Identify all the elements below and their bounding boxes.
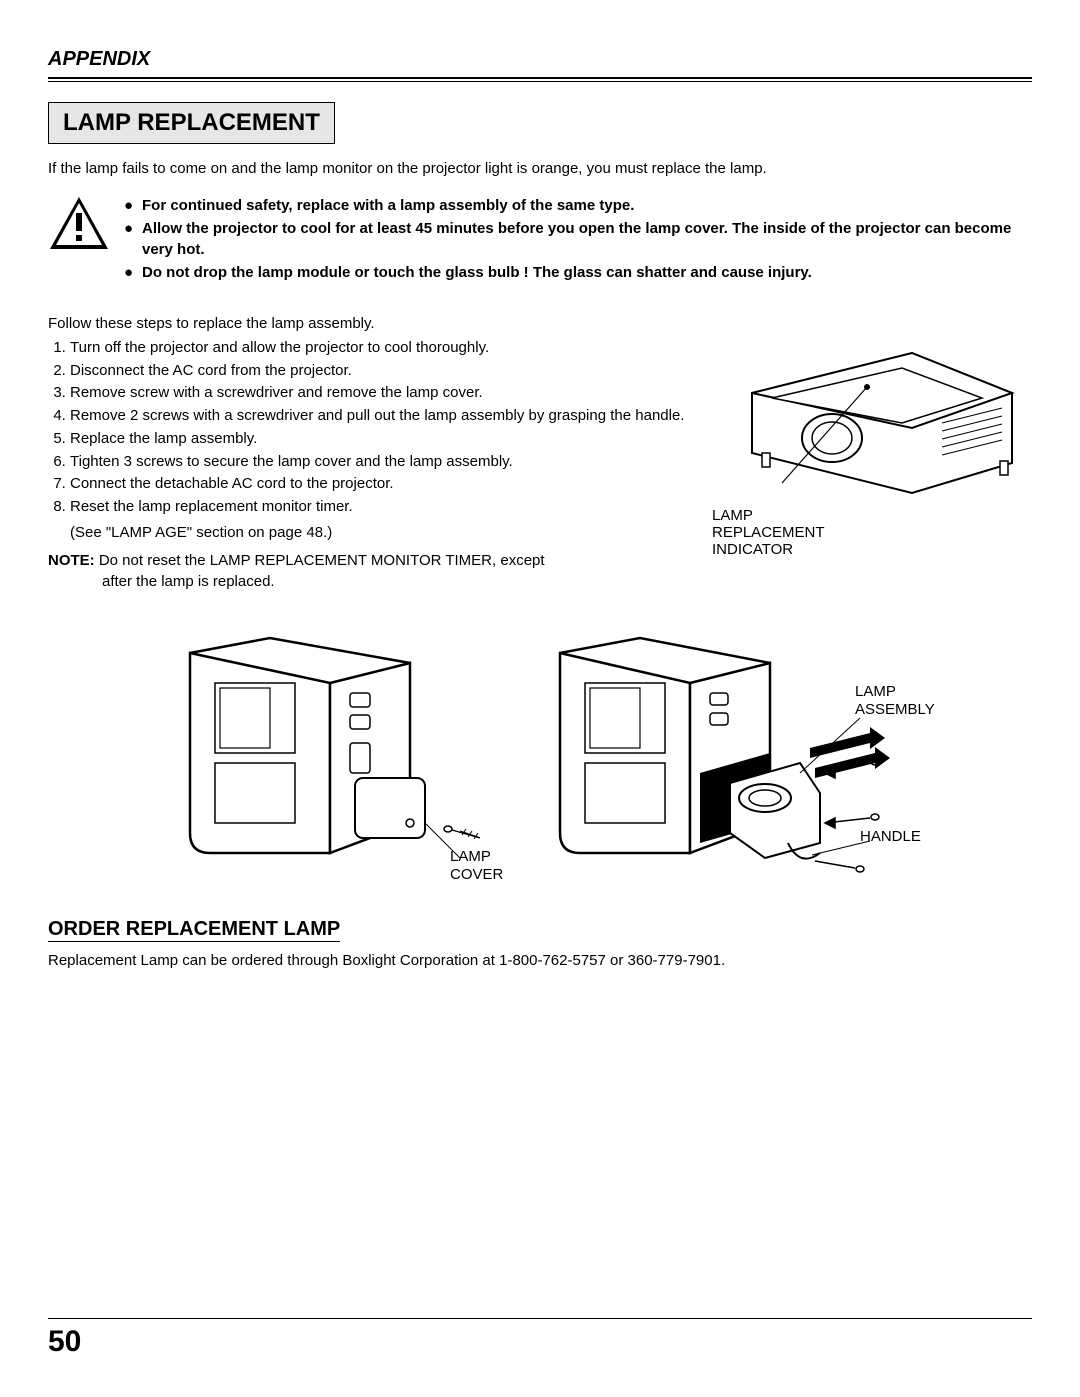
figure-lamp-assembly: LAMP ASSEMBLY HANDLE <box>540 623 920 888</box>
appendix-header: APPENDIX <box>48 48 1032 71</box>
step-item: Reset the lamp replacement monitor timer… <box>70 496 692 518</box>
warning-item: For continued safety, replace with a lam… <box>124 195 1032 216</box>
warning-item: Allow the projector to cool for at least… <box>124 218 1032 260</box>
figure-indicator: LAMP REPLACEMENT INDICATOR <box>712 313 1032 593</box>
step-subnote: (See "LAMP AGE" section on page 48.) <box>48 522 692 544</box>
step-item: Remove screw with a screwdriver and remo… <box>70 382 692 404</box>
step-item: Replace the lamp assembly. <box>70 428 692 450</box>
warning-triangle-icon <box>48 195 110 285</box>
steps-intro: Follow these steps to replace the lamp a… <box>48 313 692 335</box>
note-row: NOTE: Do not reset the LAMP REPLACEMENT … <box>48 550 692 594</box>
page-number: 50 <box>48 1325 1032 1359</box>
step-item: Tighten 3 screws to secure the lamp cove… <box>70 451 692 473</box>
note-text-2: after the lamp is replaced. <box>48 571 692 593</box>
header-rule <box>48 77 1032 82</box>
lamp-assembly-label: LAMP ASSEMBLY <box>855 683 935 719</box>
order-text: Replacement Lamp can be ordered through … <box>48 952 1032 969</box>
figure-lamp-cover: LAMP COVER <box>160 623 500 888</box>
handle-label: HANDLE <box>860 828 921 846</box>
step-item: Disconnect the AC cord from the projecto… <box>70 360 692 382</box>
step-item: Turn off the projector and allow the pro… <box>70 337 692 359</box>
warning-item: Do not drop the lamp module or touch the… <box>124 262 1032 283</box>
intro-text: If the lamp fails to come on and the lam… <box>48 160 1032 177</box>
figure-indicator-caption: LAMP REPLACEMENT INDICATOR <box>712 507 1032 558</box>
note-text: Do not reset the LAMP REPLACEMENT MONITO… <box>99 552 545 569</box>
lamp-cover-label: LAMP COVER <box>450 848 503 884</box>
note-label: NOTE: <box>48 552 95 569</box>
steps-text: Follow these steps to replace the lamp a… <box>48 313 692 593</box>
warning-block: For continued safety, replace with a lam… <box>48 195 1032 285</box>
steps-list: Turn off the projector and allow the pro… <box>48 337 692 518</box>
order-heading: ORDER REPLACEMENT LAMP <box>48 918 340 942</box>
step-item: Connect the detachable AC cord to the pr… <box>70 473 692 495</box>
warning-list: For continued safety, replace with a lam… <box>124 195 1032 285</box>
page-footer: 50 <box>48 1318 1032 1359</box>
step-item: Remove 2 screws with a screwdriver and p… <box>70 405 692 427</box>
section-title: LAMP REPLACEMENT <box>48 102 335 144</box>
